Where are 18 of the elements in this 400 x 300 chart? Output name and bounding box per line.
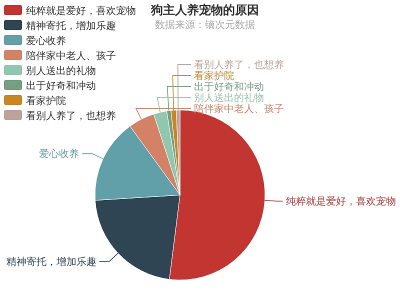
legend-label: 陪伴家中老人、孩子 xyxy=(26,50,116,62)
slice-label: 精神寄托，增加乐趣 xyxy=(6,256,96,268)
slice-label: 看家护院 xyxy=(194,70,234,82)
text: 数据来源：镝次元数据 xyxy=(155,19,255,31)
legend-label: 纯粹就是爱好，喜欢宠物 xyxy=(26,5,136,17)
slice-label: 纯粹就是爱好，喜欢宠物 xyxy=(286,196,396,208)
legend-label: 看别人养了，也想养 xyxy=(26,110,116,122)
chart-title: 狗主人养宠物的原因 xyxy=(150,3,259,17)
slice-label: 别人送出的礼物 xyxy=(194,92,264,104)
slice-label: 出于好奇和冲动 xyxy=(194,81,264,94)
slice-label: 看别人养了，也想养 xyxy=(194,59,284,72)
slice-label: 爱心收养 xyxy=(39,148,80,160)
legend-label: 别人送出的礼物 xyxy=(26,65,96,77)
legend-label: 出于好奇和冲动 xyxy=(26,80,96,92)
legend-label: 爱心收养 xyxy=(26,35,66,47)
legend-label: 精神寄托，增加乐趣 xyxy=(26,20,116,32)
legend-label: 看家护院 xyxy=(26,95,66,107)
slice-label: 陪伴家中老人、孩子 xyxy=(194,103,284,116)
